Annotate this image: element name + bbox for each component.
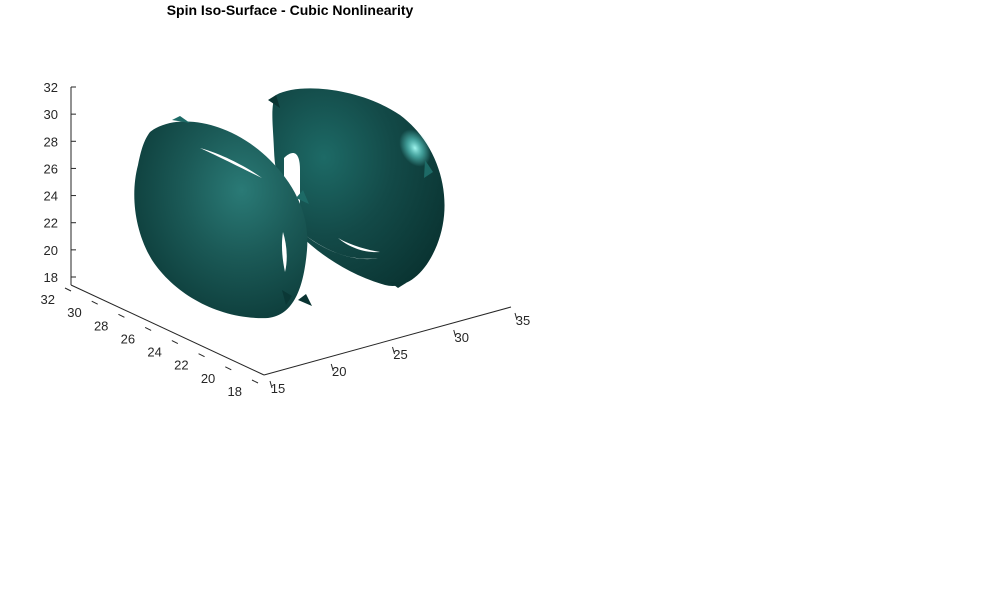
x-axis-tick-mark: [453, 329, 457, 338]
y-axis-tick-mark: [118, 313, 125, 318]
x-axis-tick-label: 20: [332, 364, 346, 379]
isosurface-lobe-right: [268, 88, 445, 288]
x-axis-tick-mark: [269, 380, 273, 389]
y-axis-line: [70, 284, 265, 376]
y-axis-tick-label: 22: [174, 358, 188, 373]
x-axis-tick-mark: [330, 363, 334, 372]
y-axis-ticks: 18 20 22 24 26 28 30 32: [41, 287, 259, 399]
isosurface-lobe-left: [134, 116, 312, 319]
y-axis-tick-mark: [251, 379, 259, 384]
x-axis-tick-label: 30: [455, 330, 469, 345]
y-axis-tick-mark: [225, 366, 232, 371]
x-axis-tick-mark: [392, 346, 395, 355]
y-axis-tick-label: 32: [41, 292, 55, 307]
z-axis-tick-label: 32: [44, 80, 58, 95]
y-axis-tick-mark: [64, 287, 72, 292]
x-axis-tick-label: 25: [393, 347, 407, 362]
x-axis-ticks: 15 20 25 30 35: [269, 312, 530, 396]
chart-title: Spin Iso-Surface - Cubic Nonlinearity: [166, 2, 414, 18]
y-axis-tick-label: 26: [121, 331, 135, 346]
y-axis-tick-label: 30: [67, 305, 81, 320]
axes: 18 20 22 24 26 28 30 32 18 20 22 24 26 28 30 32 15 20 25…: [41, 80, 531, 399]
y-axis-tick-mark: [91, 300, 98, 305]
z-axis-tick-label: 28: [44, 134, 58, 149]
x-axis-line: [263, 306, 512, 376]
z-axis-ticks: 18 20 22 24 26 28 30 32: [44, 80, 76, 285]
y-axis-tick-label: 24: [147, 345, 161, 360]
z-axis-tick-label: 20: [44, 243, 58, 258]
y-axis-tick-mark: [144, 326, 152, 331]
y-axis-tick-label: 20: [201, 371, 215, 386]
z-axis-tick-label: 24: [44, 189, 58, 204]
y-axis-tick-mark: [198, 353, 205, 358]
y-axis-tick-mark: [171, 340, 179, 345]
y-axis-tick-label: 18: [228, 384, 242, 399]
z-axis-tick-label: 22: [44, 216, 58, 231]
z-axis-tick-label: 18: [44, 270, 58, 285]
z-axis-tick-label: 30: [44, 107, 58, 122]
x-axis-tick-label: 15: [271, 381, 285, 396]
x-axis-tick-mark: [514, 312, 518, 321]
x-axis-tick-label: 35: [516, 313, 530, 328]
y-axis-tick-label: 28: [94, 318, 108, 333]
z-axis-tick-label: 26: [44, 161, 58, 176]
